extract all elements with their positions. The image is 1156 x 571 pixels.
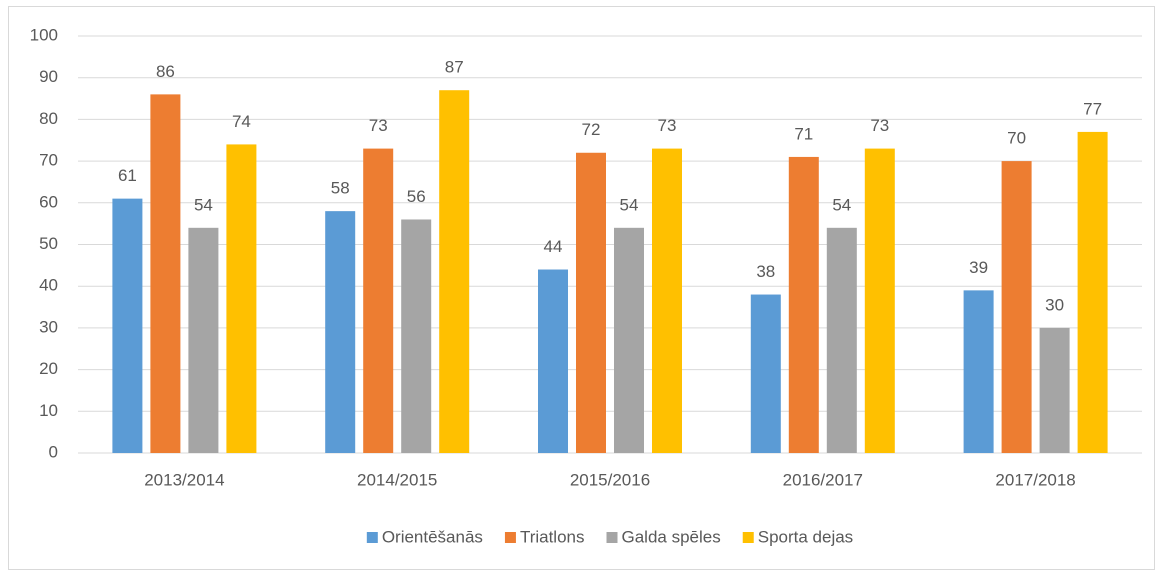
data-label: 73: [369, 116, 388, 135]
data-label: 77: [1083, 99, 1102, 118]
y-tick-label: 80: [39, 109, 58, 128]
data-label: 87: [445, 58, 464, 77]
data-label: 61: [118, 166, 137, 185]
legend-label: Orientēšanās: [382, 527, 483, 546]
y-tick-label: 70: [39, 151, 58, 170]
data-label: 74: [232, 112, 251, 131]
data-label: 72: [582, 120, 601, 139]
bar: [325, 211, 356, 453]
x-tick-label: 2014/2015: [357, 470, 437, 489]
legend-swatch: [504, 532, 516, 543]
y-tick-label: 90: [39, 67, 58, 86]
bar: [614, 227, 644, 453]
data-label: 44: [544, 237, 563, 256]
x-tick-label: 2015/2016: [570, 470, 650, 489]
legend-swatch: [366, 532, 378, 543]
y-tick-label: 100: [30, 25, 58, 44]
bar: [788, 156, 819, 453]
bar: [401, 219, 432, 453]
legend-label: Galda spēles: [622, 527, 721, 546]
bar: [363, 148, 394, 453]
bar: [188, 227, 219, 453]
legend-swatch: [606, 532, 618, 543]
y-tick-label: 0: [49, 442, 58, 461]
bar: [538, 269, 568, 453]
legend-label: Sporta dejas: [758, 527, 853, 546]
bar: [226, 144, 257, 454]
bar: [750, 294, 781, 453]
bar: [864, 148, 895, 453]
x-tick-label: 2016/2017: [783, 470, 863, 489]
x-tick-label: 2017/2018: [995, 470, 1075, 489]
data-label: 54: [620, 195, 639, 214]
bar: [652, 148, 682, 453]
y-tick-label: 40: [39, 276, 58, 295]
data-label: 73: [658, 116, 677, 135]
y-tick-label: 60: [39, 192, 58, 211]
bar: [963, 290, 994, 453]
bar: [150, 94, 181, 453]
bar: [1039, 327, 1070, 453]
data-label: 70: [1007, 129, 1026, 148]
y-tick-label: 10: [39, 401, 58, 420]
bar: [1001, 161, 1032, 453]
y-tick-label: 50: [39, 234, 58, 253]
data-label: 71: [794, 124, 813, 143]
data-label: 54: [832, 195, 851, 214]
data-label: 30: [1045, 295, 1064, 314]
legend-swatch: [742, 532, 754, 543]
x-tick-label: 2013/2014: [144, 470, 224, 489]
y-tick-label: 20: [39, 359, 58, 378]
bar: [576, 152, 606, 453]
chart-frame: [8, 6, 1155, 570]
bar: [439, 90, 470, 454]
data-label: 38: [756, 262, 775, 281]
bar: [112, 198, 143, 453]
y-tick-label: 30: [39, 317, 58, 336]
legend-label: Triatlons: [520, 527, 585, 546]
data-label: 56: [407, 187, 426, 206]
data-label: 54: [194, 195, 213, 214]
bar: [826, 227, 857, 453]
data-label: 39: [969, 258, 988, 277]
bar: [1077, 131, 1108, 453]
data-label: 73: [870, 116, 889, 135]
data-label: 86: [156, 62, 175, 81]
data-label: 58: [331, 179, 350, 198]
